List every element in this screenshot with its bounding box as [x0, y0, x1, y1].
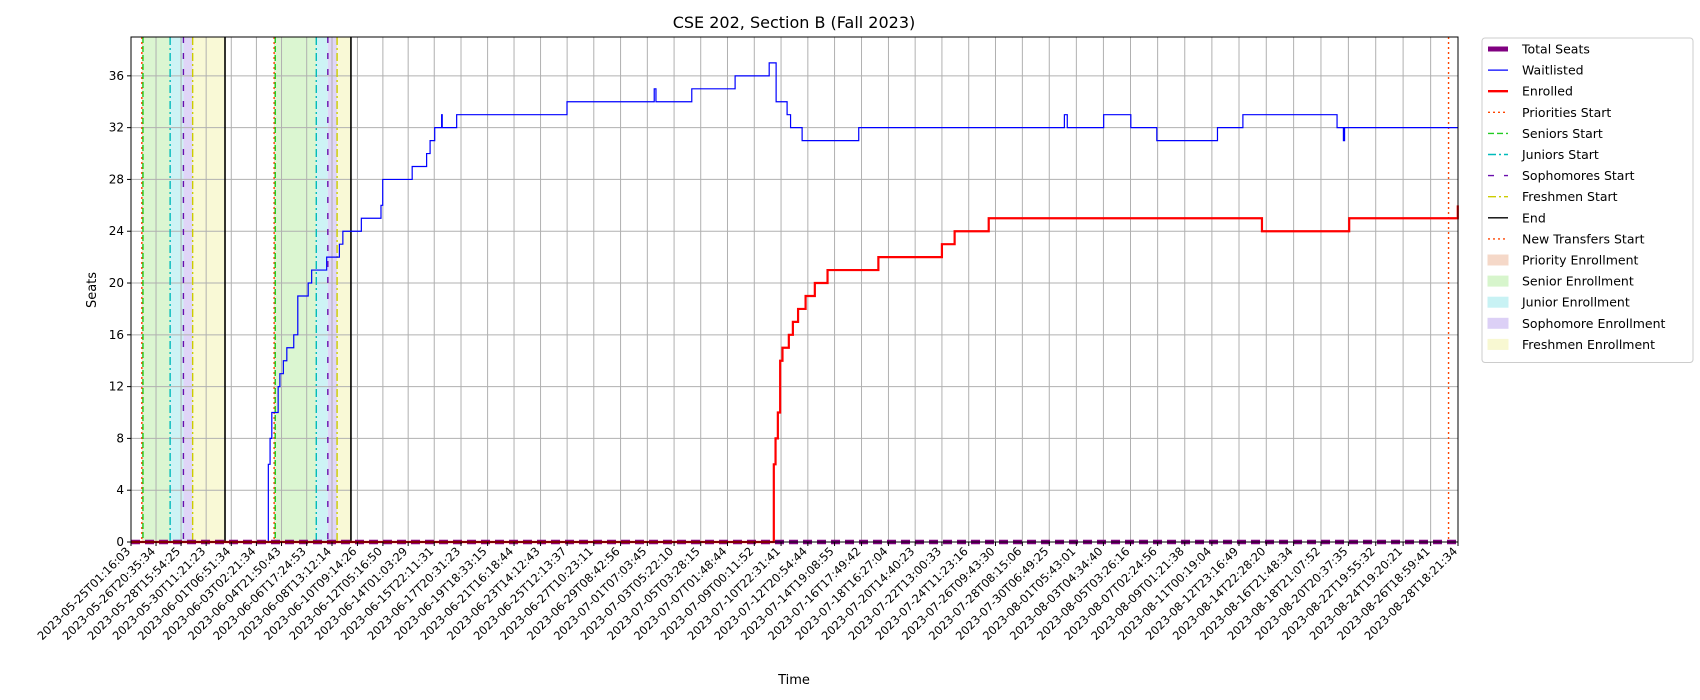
legend-label: Enrolled: [1522, 84, 1573, 99]
legend-label: Sophomore Enrollment: [1522, 316, 1666, 331]
span-band: [142, 37, 171, 542]
legend-label: New Transfers Start: [1522, 231, 1645, 246]
phase-markers: [141, 37, 1450, 542]
legend-label: Senior Enrollment: [1522, 274, 1634, 289]
series-line: [131, 205, 1459, 544]
span-band: [170, 37, 184, 542]
y-tick-label: 4: [116, 483, 124, 497]
span-band: [275, 37, 317, 542]
legend-label: Freshmen Enrollment: [1522, 337, 1655, 352]
y-tick-label: 12: [109, 380, 124, 394]
chart-title: CSE 202, Section B (Fall 2023): [673, 13, 916, 32]
series-line: [131, 62, 1458, 543]
legend: Total Seats Waitlisted Enrolled Priorities …: [1481, 37, 1694, 363]
enrollment-spans: [141, 37, 351, 542]
y-tick-label: 36: [109, 69, 124, 83]
legend-label: Priority Enrollment: [1522, 253, 1639, 268]
span-band: [316, 37, 328, 542]
x-axis-label: Time: [777, 673, 810, 688]
y-tick-label: 16: [109, 328, 124, 342]
legend-label: Seniors Start: [1522, 126, 1603, 141]
y-axis-label: Seats: [85, 272, 100, 308]
y-axis: 0 4 8 12 16 20 24 28 32 36: [109, 69, 131, 549]
legend-label: Junior Enrollment: [1521, 295, 1630, 310]
legend-label: Juniors Start: [1521, 147, 1599, 162]
legend-label: End: [1522, 210, 1546, 225]
legend-swatch: [1487, 317, 1509, 329]
y-tick-label: 32: [109, 121, 124, 135]
y-tick-label: 20: [109, 276, 124, 290]
span-band: [337, 37, 351, 542]
y-tick-label: 24: [109, 224, 124, 238]
y-tick-label: 8: [116, 431, 124, 445]
legend-label: Sophomores Start: [1522, 168, 1635, 183]
legend-label: Freshmen Start: [1522, 189, 1618, 204]
y-tick-label: 0: [116, 535, 124, 549]
span-band: [192, 37, 226, 542]
legend-box: [1481, 37, 1694, 363]
y-tick-label: 28: [109, 172, 124, 186]
legend-swatch: [1487, 254, 1509, 266]
legend-swatch: [1487, 275, 1509, 287]
legend-label: Priorities Start: [1522, 105, 1611, 120]
legend-swatch: [1487, 338, 1509, 350]
legend-label: Total Seats: [1521, 42, 1590, 57]
plot-frame: [130, 36, 1459, 543]
span-band: [183, 37, 193, 542]
legend-swatch: [1487, 296, 1509, 308]
legend-label: Waitlisted: [1522, 63, 1584, 78]
